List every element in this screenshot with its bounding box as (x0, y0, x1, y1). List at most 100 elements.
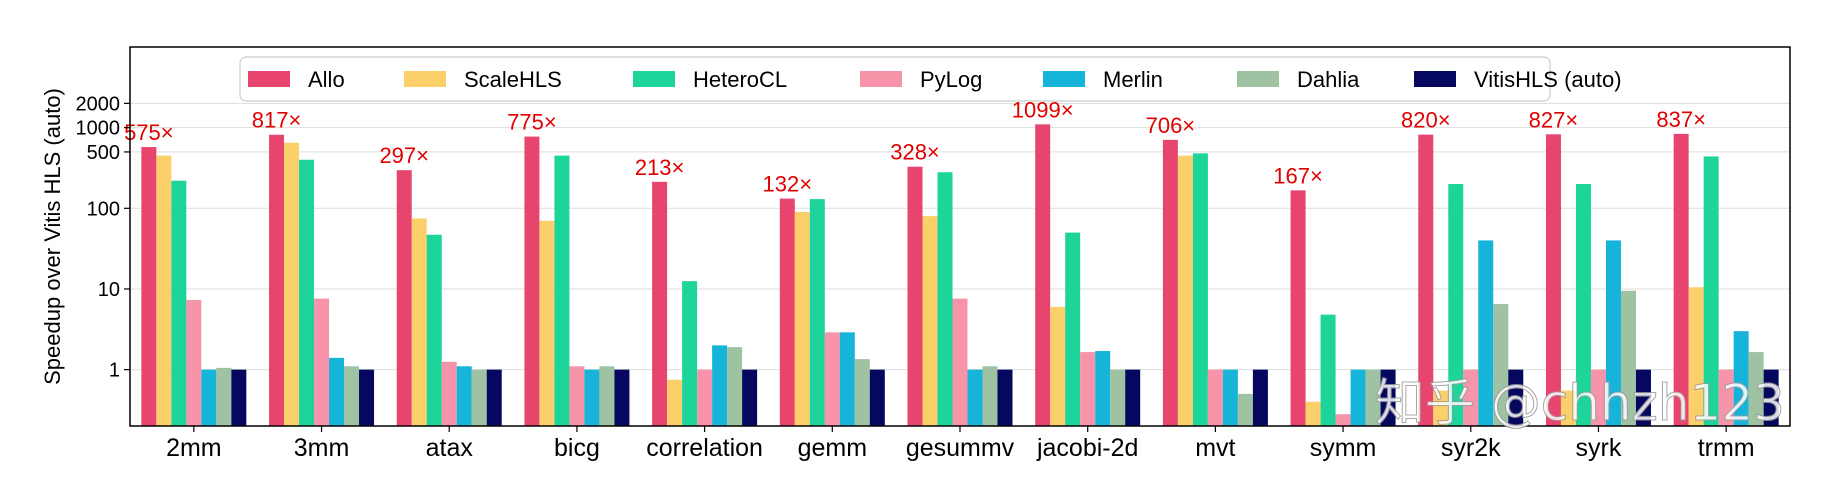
bar-heterocl-gesummv (937, 172, 953, 426)
bar-pylog-trmm (1718, 369, 1734, 426)
bar-heterocl-mvt (1192, 153, 1208, 426)
bar-vitishls-auto--syrk (1635, 369, 1651, 426)
legend-swatch (860, 71, 902, 87)
bar-pylog-2mm (186, 299, 202, 426)
bar-pylog-gemm (824, 332, 840, 426)
legend-label: ScaleHLS (464, 67, 562, 92)
bar-scalehls-gemm (794, 212, 810, 426)
y-tick-label: 500 (87, 142, 120, 164)
bar-merlin-correlation (712, 345, 728, 426)
bar-pylog-atax (441, 361, 457, 426)
bar-vitishls-auto--symm (1380, 369, 1396, 426)
bar-merlin-trmm (1733, 331, 1749, 426)
x-tick-label: gemm (798, 434, 867, 462)
speedup-label: 167× (1273, 163, 1323, 188)
speedup-label: 213× (635, 155, 685, 180)
bar-heterocl-bicg (554, 155, 570, 426)
bar-pylog-jacobi-2d (1080, 352, 1096, 426)
x-tick-label: jacobi-2d (1036, 434, 1138, 462)
y-tick-label: 2000 (76, 93, 121, 115)
bar-heterocl-syrk (1575, 184, 1591, 426)
bar-pylog-syrk (1590, 369, 1606, 426)
speedup-label: 820× (1401, 108, 1451, 133)
bar-merlin-2mm (201, 369, 217, 426)
bar-scalehls-correlation (667, 379, 683, 426)
bar-vitishls-auto--syr2k (1508, 369, 1524, 426)
bar-merlin-syr2k (1478, 240, 1494, 426)
bar-merlin-gesummv (967, 369, 983, 426)
speedup-label: 775× (507, 110, 557, 135)
y-tick-label: 1 (109, 360, 120, 382)
bar-pylog-symm (1335, 414, 1351, 426)
legend-swatch (248, 71, 290, 87)
legend-swatch (1043, 71, 1085, 87)
bar-allo-atax (396, 170, 412, 426)
bar-heterocl-symm (1320, 314, 1336, 426)
x-tick-label: syrk (1576, 434, 1622, 462)
bar-allo-gesummv (907, 166, 923, 426)
bar-merlin-jacobi-2d (1095, 351, 1111, 426)
y-tick-label: 1000 (76, 118, 121, 140)
speedup-label: 817× (252, 108, 302, 133)
bar-scalehls-bicg (539, 220, 555, 426)
bar-allo-3mm (269, 134, 285, 427)
legend-swatch (1237, 71, 1279, 87)
speedup-label: 132× (763, 172, 813, 197)
bar-dahlia-3mm (344, 366, 360, 426)
bar-dahlia-gemm (854, 359, 870, 426)
bar-dahlia-correlation (727, 347, 743, 426)
bar-scalehls-symm (1305, 401, 1321, 426)
bar-allo-syr2k (1418, 134, 1434, 426)
speedup-label: 575× (124, 120, 174, 145)
bar-vitishls-auto--trmm (1763, 369, 1779, 426)
bar-dahlia-atax (471, 369, 487, 426)
legend-swatch (1414, 71, 1456, 87)
legend-label: PyLog (920, 67, 982, 92)
bar-heterocl-3mm (299, 159, 315, 427)
bar-merlin-bicg (584, 369, 600, 426)
bar-vitishls-auto--gemm (869, 369, 885, 426)
bar-merlin-gemm (839, 332, 855, 426)
bar-dahlia-jacobi-2d (1110, 369, 1126, 426)
watermark: 知乎 @chhzh123 (1375, 374, 1785, 432)
bar-merlin-mvt (1222, 369, 1238, 426)
bar-merlin-3mm (329, 357, 345, 426)
bar-vitishls-auto--2mm (231, 369, 247, 426)
x-tick-label: symm (1310, 434, 1377, 462)
legend-label: VitisHLS (auto) (1474, 67, 1622, 92)
x-tick-label: syr2k (1441, 434, 1501, 462)
speedup-label: 297× (379, 143, 429, 168)
bar-scalehls-trmm (1688, 287, 1704, 426)
bar-allo-correlation (652, 181, 668, 426)
bar-heterocl-correlation (682, 281, 698, 426)
bar-scalehls-mvt (1177, 155, 1193, 426)
y-tick-label: 10 (98, 279, 120, 301)
bar-allo-gemm (779, 198, 795, 426)
bar-heterocl-gemm (809, 199, 825, 426)
bar-pylog-gesummv (952, 298, 968, 426)
bar-allo-bicg (524, 136, 540, 426)
x-tick-label: correlation (646, 434, 763, 462)
speedup-label: 328× (890, 140, 940, 165)
bar-heterocl-syr2k (1448, 184, 1464, 426)
bar-pylog-correlation (697, 369, 713, 426)
legend-swatch (404, 71, 446, 87)
bar-pylog-bicg (569, 366, 585, 426)
bar-heterocl-2mm (171, 180, 187, 426)
bar-scalehls-gesummv (922, 216, 938, 426)
y-tick-label: 100 (87, 198, 120, 220)
bar-heterocl-atax (426, 234, 442, 426)
x-tick-label: gesummv (906, 434, 1015, 462)
bar-pylog-3mm (314, 298, 330, 426)
speedup-label: 706× (1146, 113, 1196, 138)
bar-merlin-atax (456, 366, 472, 426)
bar-allo-mvt (1162, 139, 1178, 427)
y-axis-label: Speedup over Vitis HLS (auto) (40, 88, 65, 385)
bar-scalehls-syr2k (1433, 390, 1449, 426)
bars (141, 124, 1779, 427)
legend-label: HeteroCL (693, 67, 787, 92)
bar-merlin-symm (1350, 369, 1366, 426)
bar-heterocl-trmm (1703, 156, 1719, 427)
